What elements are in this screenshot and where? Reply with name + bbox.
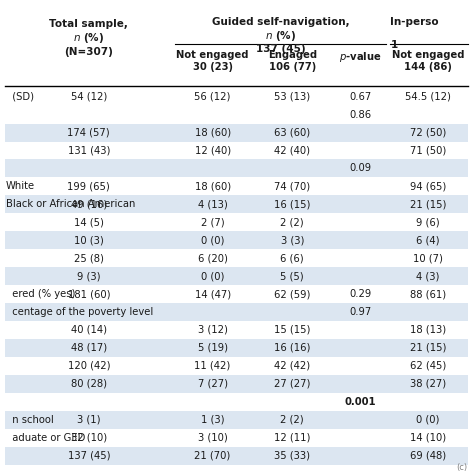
Text: 25 (8): 25 (8) [74,253,104,263]
Text: 48 (17): 48 (17) [71,343,107,353]
Text: White: White [6,182,35,191]
Text: 62 (59): 62 (59) [274,289,310,299]
Bar [5,231,468,249]
Text: 0 (0): 0 (0) [201,271,224,281]
Text: 7 (27): 7 (27) [198,379,228,389]
Text: 4 (3): 4 (3) [416,271,439,281]
Text: 80 (28): 80 (28) [71,379,107,389]
Text: 6 (20): 6 (20) [198,253,228,263]
Text: 21 (15): 21 (15) [410,343,446,353]
Text: $p$-value: $p$-value [339,50,381,64]
Text: 6 (6): 6 (6) [281,253,304,263]
Text: 9 (3): 9 (3) [77,271,100,281]
Bar [5,303,468,321]
Text: 9 (6): 9 (6) [416,217,440,227]
Text: 0.97: 0.97 [349,307,371,317]
Text: 71 (50): 71 (50) [410,146,446,155]
Text: 16 (15): 16 (15) [274,200,310,210]
Text: 40 (14): 40 (14) [71,325,107,335]
Text: 18 (60): 18 (60) [194,128,231,137]
Text: 21 (15): 21 (15) [410,200,446,210]
Text: 3 (12): 3 (12) [198,325,228,335]
Text: 2 (2): 2 (2) [281,415,304,425]
Text: Total sample,
$n$ (%)
(N=307): Total sample, $n$ (%) (N=307) [49,19,128,56]
Text: aduate or GED: aduate or GED [6,433,85,443]
Text: 12 (11): 12 (11) [274,433,310,443]
Text: 3 (10): 3 (10) [198,433,228,443]
Text: 0.09: 0.09 [349,164,371,173]
Text: 0 (0): 0 (0) [201,235,224,245]
Text: Not engaged
144 (86): Not engaged 144 (86) [392,50,464,72]
Bar [5,339,468,357]
Text: (SD): (SD) [6,91,34,101]
Text: 11 (42): 11 (42) [194,361,231,371]
Text: 38 (27): 38 (27) [410,379,446,389]
Text: 15 (15): 15 (15) [274,325,310,335]
Bar [5,124,468,142]
Text: 174 (57): 174 (57) [67,128,110,137]
Text: Not engaged
30 (23): Not engaged 30 (23) [176,50,249,72]
Text: 42 (42): 42 (42) [274,361,310,371]
Text: 14 (47): 14 (47) [194,289,231,299]
Text: 6 (4): 6 (4) [416,235,439,245]
Text: 0.67: 0.67 [349,91,371,101]
Text: 0.29: 0.29 [349,289,371,299]
Text: 32 (10): 32 (10) [71,433,107,443]
Text: 10 (7): 10 (7) [413,253,443,263]
Text: 14 (10): 14 (10) [410,433,446,443]
Text: 62 (45): 62 (45) [410,361,446,371]
Bar [5,159,468,177]
Text: 42 (40): 42 (40) [274,146,310,155]
Bar [5,447,468,465]
Text: 2 (2): 2 (2) [281,217,304,227]
Text: 4 (13): 4 (13) [198,200,228,210]
Text: ered (% yes): ered (% yes) [6,289,75,299]
Text: In-perso

1: In-perso 1 [391,17,439,50]
Text: 10 (3): 10 (3) [74,235,104,245]
Text: 49 (16): 49 (16) [71,200,107,210]
Text: 3 (1): 3 (1) [77,415,100,425]
Text: 18 (60): 18 (60) [194,182,231,191]
Bar [5,195,468,213]
Text: 199 (65): 199 (65) [67,182,110,191]
Text: 35 (33): 35 (33) [274,451,310,461]
Text: Guided self-navigation,
$n$ (%)
137 (45): Guided self-navigation, $n$ (%) 137 (45) [211,17,349,54]
Text: (c): (c) [456,463,468,472]
Text: 72 (50): 72 (50) [410,128,446,137]
Text: 74 (70): 74 (70) [274,182,310,191]
Text: 69 (48): 69 (48) [410,451,446,461]
Text: 120 (42): 120 (42) [67,361,110,371]
Text: 131 (43): 131 (43) [68,146,110,155]
Text: 0.001: 0.001 [344,397,376,407]
Text: 21 (70): 21 (70) [194,451,231,461]
Bar [5,410,468,428]
Text: 63 (60): 63 (60) [274,128,310,137]
Text: n school: n school [6,415,54,425]
Text: 1 (3): 1 (3) [201,415,224,425]
Text: centage of the poverty level: centage of the poverty level [6,307,154,317]
Text: 94 (65): 94 (65) [410,182,446,191]
Text: 27 (27): 27 (27) [274,379,310,389]
Text: 3 (3): 3 (3) [281,235,304,245]
Text: 54.5 (12): 54.5 (12) [405,91,451,101]
Text: 137 (45): 137 (45) [67,451,110,461]
Bar [5,375,468,393]
Text: 181 (60): 181 (60) [67,289,110,299]
Text: 54 (12): 54 (12) [71,91,107,101]
Text: 5 (19): 5 (19) [198,343,228,353]
Text: 12 (40): 12 (40) [194,146,231,155]
Text: 88 (61): 88 (61) [410,289,446,299]
Text: 56 (12): 56 (12) [194,91,231,101]
Text: 53 (13): 53 (13) [274,91,310,101]
Text: 14 (5): 14 (5) [74,217,104,227]
Text: 16 (16): 16 (16) [274,343,310,353]
Text: Black or African American: Black or African American [6,200,136,210]
Text: 0 (0): 0 (0) [416,415,439,425]
Text: 18 (13): 18 (13) [410,325,446,335]
Text: 5 (5): 5 (5) [281,271,304,281]
Bar [5,267,468,285]
Text: 0.86: 0.86 [349,109,371,119]
Text: Engaged
106 (77): Engaged 106 (77) [268,50,317,72]
Text: 2 (7): 2 (7) [201,217,224,227]
